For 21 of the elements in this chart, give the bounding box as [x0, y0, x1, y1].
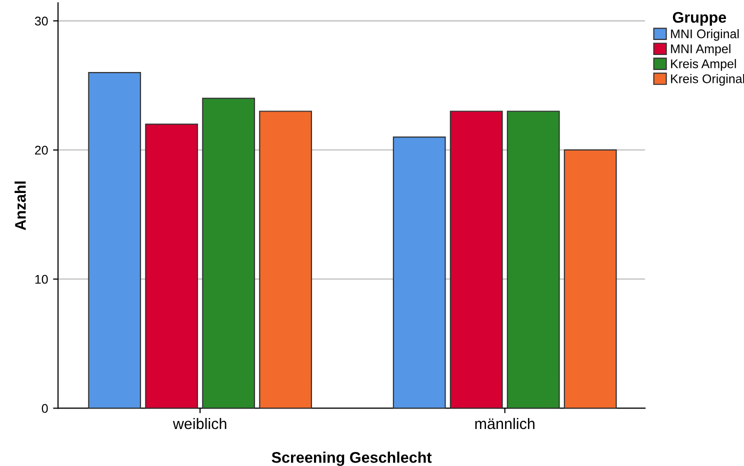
bar	[564, 149, 617, 408]
bar	[506, 110, 560, 408]
y-tick-label: 0	[42, 404, 48, 413]
y-tick-label: 10	[35, 274, 48, 284]
x-tick-label: weiblich	[172, 418, 226, 430]
legend-label: MNI Original	[671, 29, 739, 41]
legend-title: Gruppe	[672, 12, 726, 26]
bar	[259, 110, 312, 408]
legend-label: Kreis Original	[671, 74, 744, 86]
legend-label: Kreis Ampel	[671, 59, 736, 71]
x-axis-title: Screening Geschlecht	[272, 452, 432, 466]
y-axis-title: Anzahl	[14, 182, 26, 230]
legend-label: MNI Ampel	[671, 44, 730, 56]
bar	[88, 72, 142, 408]
bar	[392, 136, 446, 408]
y-tick-label: 20	[35, 146, 48, 155]
bar	[450, 110, 503, 408]
bar	[145, 124, 198, 408]
bar	[202, 98, 256, 408]
x-tick-label: männlich	[475, 418, 534, 430]
y-tick-label: 30	[34, 16, 48, 26]
